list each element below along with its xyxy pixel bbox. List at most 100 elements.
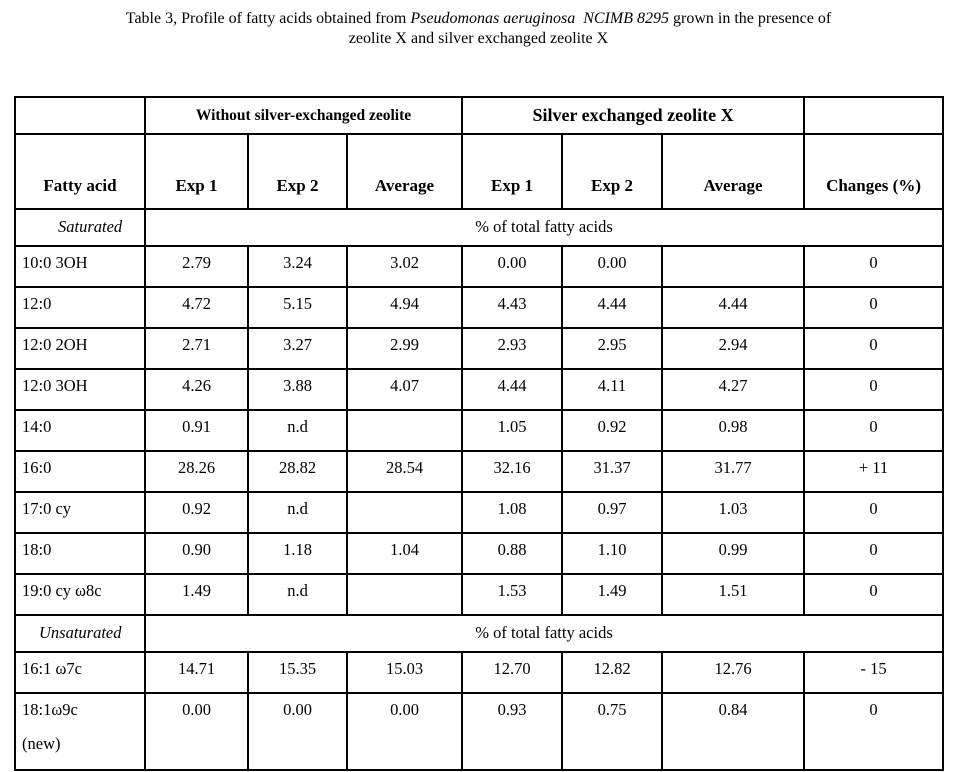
value-cell: 28.26 [144,450,249,493]
fatty-acid-name: 10:0 3OH [22,253,88,272]
table-row: 12:0 3OH 4.26 3.88 4.07 4.44 4.11 4.27 0 [14,368,945,411]
section-row-unsaturated: Unsaturated% of total fatty acids [14,614,945,653]
table-caption: Table 3, Profile of fatty acids obtained… [0,9,957,49]
table-row: 12:0 4.72 5.15 4.94 4.43 4.44 4.44 0 [14,286,945,329]
table-body: Saturated % of total fatty acids 10:0 3OH 2… [14,208,945,771]
value-cell [345,409,464,452]
value-cell: 0 [803,245,945,288]
value-cell: 0.98 [661,409,806,452]
value-cell: 4.26 [144,368,249,411]
value-cell: 5.15 [247,286,348,329]
table-row: 18:1ω9c (new) 0.00 0.00 0.00 0.93 0.75 0.84 0 [14,692,945,771]
value-cell [345,573,464,616]
value-cell [661,245,806,288]
fatty-acid-label: 14:0 [14,409,146,452]
value-cell: 1.04 [345,532,464,575]
value-cell: 4.43 [461,286,564,329]
value-cell: 2.94 [661,327,806,370]
caption-species-name: Pseudomonas aeruginosa NCIMB 8295 [410,10,670,27]
fatty-acid-name: 12:0 [22,294,52,313]
fatty-acid-label: 17:0 cy [14,491,146,534]
fatty-acid-name: 12:0 2OH [22,335,88,354]
document-page: Table 3, Profile of fatty acids obtained… [0,9,957,772]
section-unit-label: % of total fatty acids [143,614,945,653]
value-cell: 3.24 [247,245,348,288]
value-cell: 1.05 [461,409,564,452]
value-cell: 4.11 [561,368,664,411]
value-cell: 0.84 [661,692,806,771]
value-cell: 4.94 [345,286,464,329]
group-header-blank-left [14,96,146,135]
value-cell: 1.10 [561,532,664,575]
section-label: Saturated [14,208,146,247]
column-header-average-silver: Average [661,133,806,210]
group-header-without-zeolite: Without silver-exchanged zeolite [143,96,464,135]
value-cell: 3.02 [345,245,464,288]
value-cell: 0 [803,692,945,771]
value-cell: 0.75 [561,692,664,771]
column-header-exp2-silver: Exp 2 [561,133,664,210]
value-cell: 4.44 [661,286,806,329]
table-row: 17:0 cy 0.92 n.d 1.08 0.97 1.03 0 [14,491,945,534]
group-header-row: Without silver-exchanged zeolite Silver … [14,96,945,135]
value-cell: 4.72 [144,286,249,329]
fatty-acid-label: 18:0 [14,532,146,575]
value-cell: 0 [803,532,945,575]
value-cell: n.d [247,409,348,452]
caption-text-suffix: grown in the presence of [669,10,832,27]
table-row: 16:0 28.26 28.82 28.54 32.16 31.37 31.77 + 11 [14,450,945,493]
value-cell: 0 [803,368,945,411]
fatty-acid-label: 16:1 ω7c [14,651,146,694]
caption-line-2: zeolite X and silver exchanged zeolite X [348,30,609,47]
value-cell: 0 [803,327,945,370]
value-cell: 2.93 [461,327,564,370]
value-cell: 0.90 [144,532,249,575]
value-cell: 31.77 [661,450,806,493]
fatty-acid-label: 16:0 [14,450,146,493]
caption-line-1: Table 3, Profile of fatty acids obtained… [0,9,957,29]
fatty-acid-name: 19:0 cy ω8c [22,581,102,600]
fatty-acid-label: 19:0 cy ω8c [14,573,146,616]
fatty-acid-name: 12:0 3OH [22,376,88,395]
fatty-acid-name: 16:1 ω7c [22,659,82,678]
value-cell: 15.35 [247,651,348,694]
table-row: 14:0 0.91 n.d 1.05 0.92 0.98 0 [14,409,945,452]
fatty-acid-table: Without silver-exchanged zeolite Silver … [14,96,945,771]
table-row: 12:0 2OH 2.71 3.27 2.99 2.93 2.95 2.94 0 [14,327,945,370]
value-cell: 0.00 [461,245,564,288]
value-cell: + 11 [803,450,945,493]
value-cell: 0 [803,409,945,452]
value-cell: 0.00 [561,245,664,288]
value-cell: 0.00 [345,692,464,771]
value-cell: 0.92 [561,409,664,452]
value-cell: 0.88 [461,532,564,575]
table-row: 19:0 cy ω8c 1.49 n.d 1.53 1.49 1.51 0 [14,573,945,616]
value-cell: 32.16 [461,450,564,493]
value-cell: 1.18 [247,532,348,575]
value-cell: 2.95 [561,327,664,370]
value-cell: 4.07 [345,368,464,411]
value-cell: 0.93 [461,692,564,771]
value-cell: 12.82 [561,651,664,694]
fatty-acid-label: 12:0 2OH [14,327,146,370]
value-cell: 0 [803,491,945,534]
fatty-acid-name-note: (new) [22,734,61,753]
table-row: 10:0 3OH 2.79 3.24 3.02 0.00 0.00 0 [14,245,945,288]
fatty-acid-name: 16:0 [22,458,52,477]
column-header-average-without: Average [345,133,464,210]
table-row: 18:0 0.90 1.18 1.04 0.88 1.10 0.99 0 [14,532,945,575]
fatty-acid-name: 17:0 cy [22,499,72,518]
fatty-acid-name: 18:1ω9c [22,700,78,719]
value-cell: 0.91 [144,409,249,452]
column-header-exp1-without: Exp 1 [144,133,249,210]
value-cell: 28.54 [345,450,464,493]
value-cell: n.d [247,491,348,534]
fatty-acid-label: 12:0 [14,286,146,329]
value-cell: 0.00 [144,692,249,771]
value-cell: 2.79 [144,245,249,288]
value-cell: 1.53 [461,573,564,616]
value-cell: 12.76 [661,651,806,694]
value-cell: 4.44 [461,368,564,411]
value-cell: 0.99 [661,532,806,575]
value-cell: - 15 [803,651,945,694]
